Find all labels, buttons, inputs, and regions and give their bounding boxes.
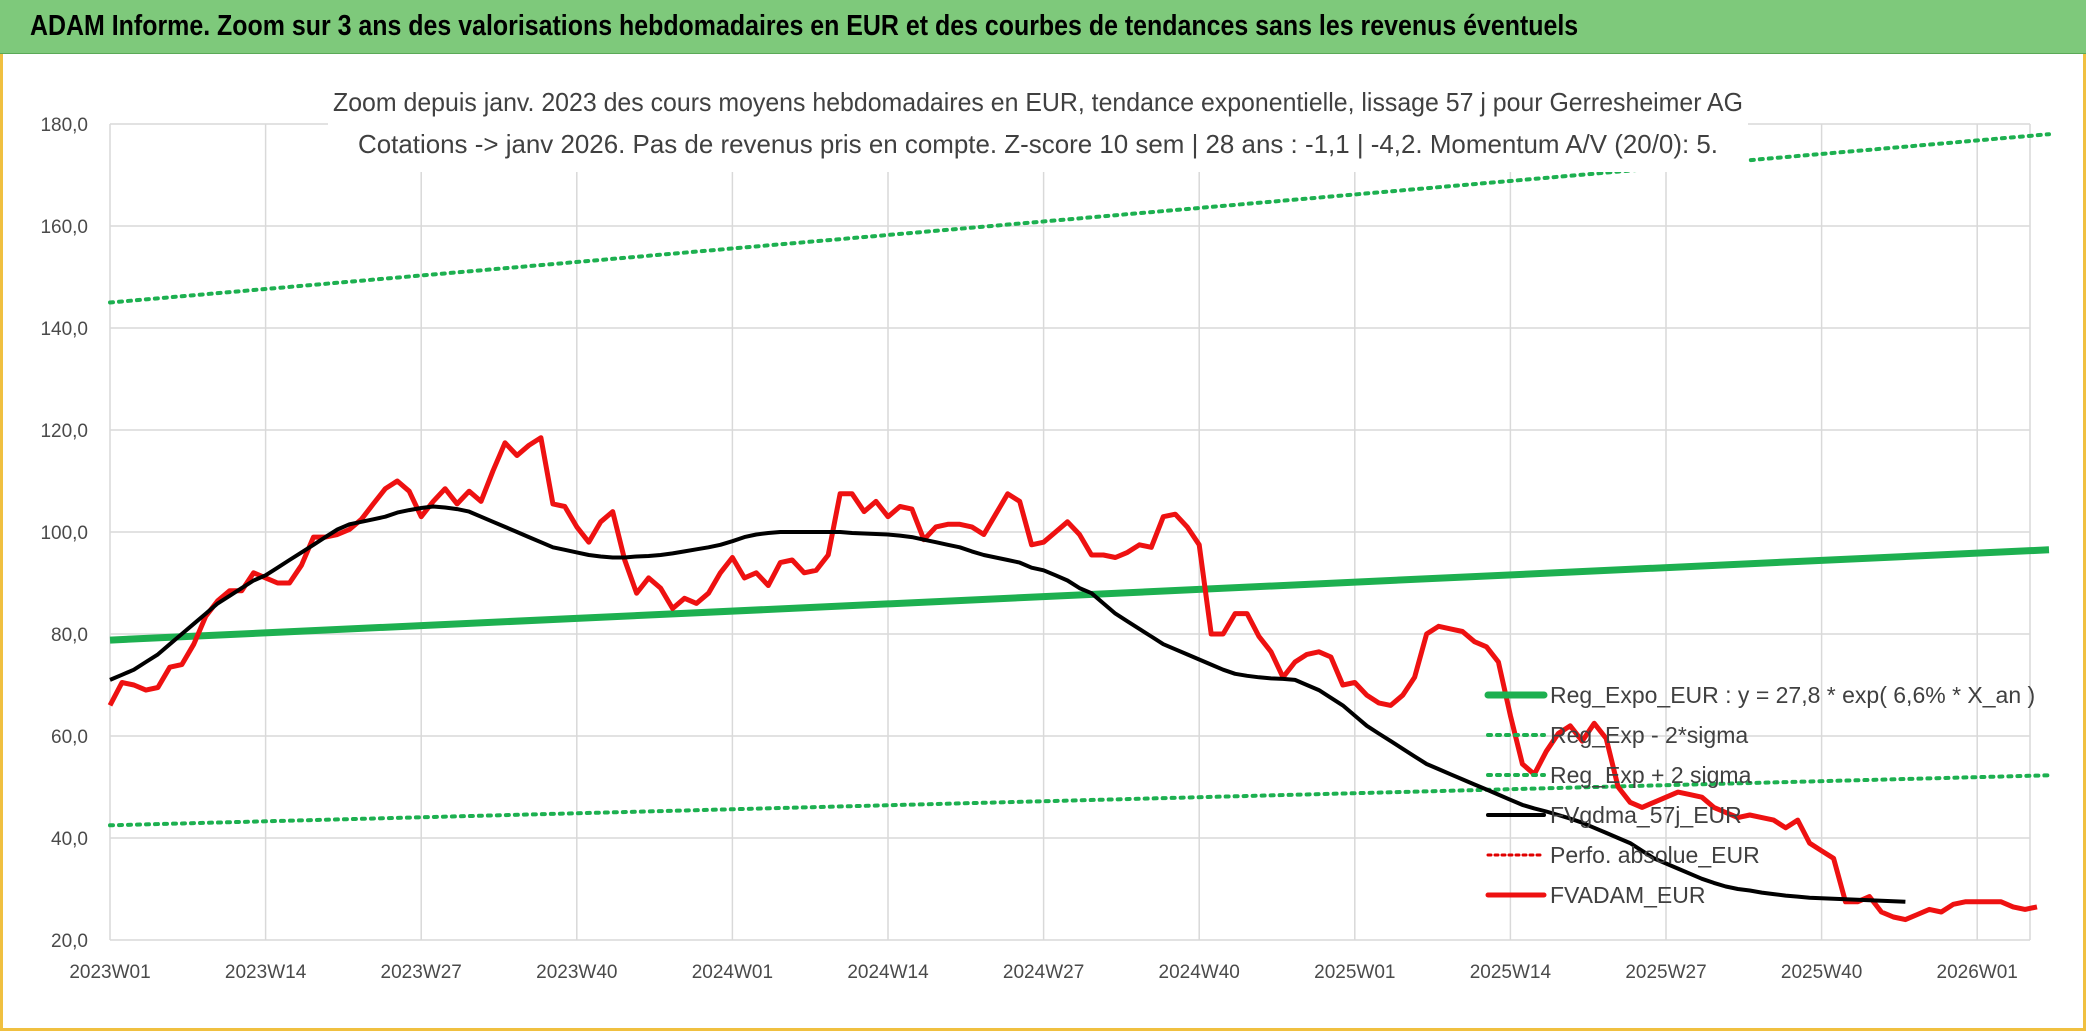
x-tick-label: 2026W01 (1937, 962, 2018, 983)
series-reg-exp-minus-2-sigma (108, 773, 2051, 828)
chart-title-line-1: Zoom depuis janv. 2023 des cours moyens … (333, 87, 1743, 117)
x-tick-label: 2025W01 (1314, 962, 1395, 983)
y-tick-label: 160,0 (40, 217, 88, 238)
x-tick-label: 2025W27 (1625, 962, 1706, 983)
chart-frame (0, 54, 2086, 1031)
legend-label: Reg_Exp + 2 sigma (1550, 762, 1752, 788)
legend-label: FVADAM_EUR (1550, 882, 1706, 908)
legend-label: Reg_Expo_EUR : y = 27,8 * exp( 6,6% * X_… (1550, 682, 2035, 708)
series-reg-expo (109, 546, 2050, 644)
series-fvgdma (109, 504, 1906, 904)
x-tick-label: 2025W40 (1781, 962, 1862, 983)
report-title: ADAM Informe. Zoom sur 3 ans des valoris… (30, 10, 1579, 42)
y-tick-label: 60,0 (51, 727, 88, 748)
legend-label: Perfo. absolue_EUR (1550, 842, 1760, 868)
y-tick-label: 100,0 (40, 523, 88, 544)
x-tick-label: 2023W40 (536, 962, 617, 983)
x-tick-label: 2024W14 (847, 962, 929, 983)
y-tick-label: 180,0 (40, 115, 88, 136)
y-axis-ticks: 180,0 160,0 140,0 120,0 100,0 80,0 60,0 40,0 20,… (40, 115, 88, 952)
y-tick-label: 120,0 (40, 421, 88, 442)
chart-title-block: Zoom depuis janv. 2023 des cours moyens … (328, 74, 1748, 172)
y-tick-label: 80,0 (51, 625, 88, 646)
legend-label: Reg_Exp - 2*sigma (1550, 722, 1748, 748)
x-tick-label: 2024W27 (1003, 962, 1084, 983)
legend-label: FVgdma_57j_EUR (1550, 802, 1742, 828)
x-axis-ticks: 2023W01 2023W14 2023W27 2023W40 2024W01 2024W… (69, 962, 2018, 983)
y-tick-label: 20,0 (51, 931, 88, 952)
x-tick-label: 2025W14 (1470, 962, 1552, 983)
series-layer (107, 132, 2051, 923)
series-fvadam (107, 435, 2038, 923)
x-tick-label: 2024W01 (692, 962, 773, 983)
x-tick-label: 2023W01 (69, 962, 150, 983)
chart-title-line-2: Cotations -> janv 2026. Pas de revenus p… (358, 129, 1718, 159)
x-tick-label: 2024W40 (1159, 962, 1240, 983)
y-tick-label: 140,0 (40, 319, 88, 340)
report-banner: ADAM Informe. Zoom sur 3 ans des valoris… (0, 0, 2086, 54)
title-background (328, 74, 1748, 172)
y-tick-label: 40,0 (51, 829, 88, 850)
x-tick-label: 2023W27 (381, 962, 462, 983)
chart-legend: Reg_Expo_EUR : y = 27,8 * exp( 6,6% * X_… (1484, 682, 2035, 908)
x-tick-label: 2023W14 (225, 962, 307, 983)
grid-lines (109, 123, 2031, 941)
